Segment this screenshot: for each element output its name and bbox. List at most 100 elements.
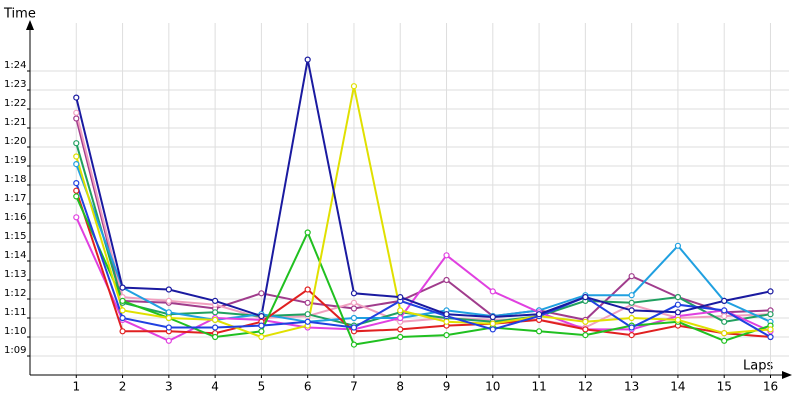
point-marker	[165, 286, 172, 293]
point-marker	[628, 292, 635, 299]
y-tick-label: 1:21	[4, 117, 26, 128]
point-marker	[628, 314, 635, 322]
point-marker	[674, 316, 682, 323]
point-marker	[350, 305, 358, 312]
series-line	[75, 142, 771, 327]
point-marker	[73, 140, 80, 147]
x-tick-label: 11	[531, 380, 546, 394]
point-marker	[304, 299, 311, 306]
point-marker	[73, 214, 80, 221]
point-marker	[535, 328, 543, 335]
x-tick-label: 4	[211, 380, 219, 394]
series-line	[75, 59, 771, 319]
point-marker	[489, 326, 496, 333]
x-tick-label: 16	[763, 380, 778, 394]
point-marker	[397, 294, 404, 301]
point-marker	[73, 180, 80, 187]
point-marker	[674, 301, 682, 308]
x-tick-label: 13	[624, 380, 639, 394]
y-tick-label: 1:17	[4, 193, 26, 204]
point-marker	[350, 299, 358, 306]
x-tick-label: 2	[119, 380, 127, 394]
point-marker	[119, 284, 126, 291]
y-tick-label: 1:14	[4, 250, 26, 261]
point-marker	[304, 229, 311, 236]
point-marker	[582, 332, 589, 339]
point-marker	[628, 273, 635, 280]
point-marker	[628, 332, 635, 339]
point-marker	[212, 333, 219, 341]
point-marker	[489, 288, 496, 295]
x-tick-label: 8	[396, 380, 404, 394]
series-line	[75, 182, 771, 338]
point-marker	[212, 297, 219, 304]
point-marker	[397, 326, 404, 333]
point-marker	[628, 307, 635, 314]
point-marker	[258, 313, 265, 320]
point-marker	[721, 318, 728, 325]
point-marker	[73, 161, 80, 168]
point-marker	[258, 290, 265, 297]
x-tick-label: 7	[350, 380, 358, 394]
point-marker	[443, 252, 450, 259]
point-marker	[304, 318, 311, 325]
y-tick-label: 1:10	[4, 326, 26, 337]
y-axis-arrow	[26, 20, 34, 30]
point-marker	[397, 307, 404, 314]
point-marker	[212, 324, 219, 331]
y-axis-title: Time	[3, 7, 36, 22]
point-marker	[119, 297, 126, 304]
series-line	[75, 195, 771, 346]
y-tick-label: 1:20	[4, 136, 26, 147]
point-marker	[721, 307, 728, 314]
point-marker	[443, 276, 450, 284]
point-marker	[582, 318, 589, 325]
point-marker	[350, 314, 358, 322]
point-marker	[628, 299, 635, 306]
point-marker	[73, 94, 80, 101]
point-marker	[304, 311, 311, 318]
point-marker	[674, 242, 682, 249]
y-tick-label: 1:22	[4, 98, 26, 109]
y-tick-label: 1:24	[4, 60, 26, 71]
y-tick-label: 1:18	[4, 174, 26, 185]
x-axis-arrow	[782, 371, 792, 379]
point-marker	[767, 326, 774, 333]
point-marker	[397, 333, 404, 341]
x-tick-label: 3	[165, 380, 173, 394]
point-marker	[350, 341, 358, 348]
point-marker	[489, 320, 496, 327]
point-marker	[767, 333, 774, 341]
point-marker	[397, 314, 404, 322]
point-marker	[674, 309, 682, 316]
series-line	[75, 163, 771, 323]
point-marker	[258, 322, 265, 329]
point-marker	[443, 311, 450, 318]
point-marker	[73, 187, 80, 194]
point-marker	[582, 294, 589, 301]
point-marker	[767, 288, 774, 295]
point-marker	[350, 83, 358, 90]
y-tick-label: 1:13	[4, 269, 26, 280]
point-marker	[165, 297, 172, 304]
series-line	[75, 190, 771, 338]
point-marker	[721, 330, 728, 337]
point-marker	[119, 328, 126, 335]
point-marker	[767, 311, 774, 318]
y-tick-label: 1:11	[4, 307, 26, 318]
point-marker	[165, 314, 172, 322]
point-marker	[304, 56, 311, 63]
point-marker	[73, 153, 80, 160]
x-tick-label: 15	[717, 380, 732, 394]
series-line	[75, 118, 771, 321]
point-marker	[165, 324, 172, 331]
point-marker	[73, 115, 80, 122]
point-marker	[721, 297, 728, 304]
point-marker	[535, 311, 543, 318]
point-marker	[443, 318, 450, 325]
point-marker	[443, 332, 450, 339]
point-marker	[258, 333, 265, 341]
point-marker	[73, 109, 80, 116]
point-marker	[674, 294, 682, 301]
